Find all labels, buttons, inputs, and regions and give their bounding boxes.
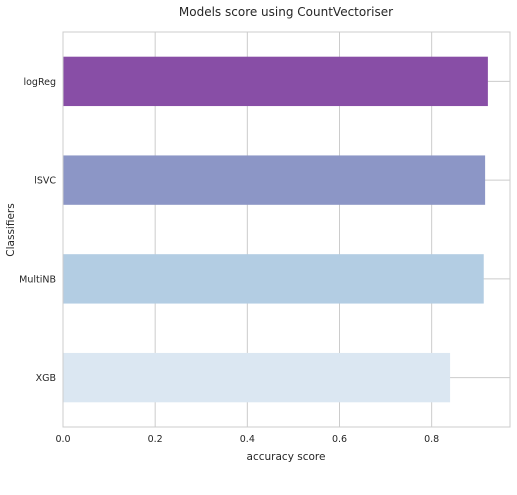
x-tick-label: 0.2	[148, 434, 163, 445]
bar-xgb	[63, 352, 451, 403]
x-tick-label: 0.6	[332, 434, 347, 445]
bars	[63, 56, 488, 403]
y-tick-label: logReg	[23, 77, 56, 88]
bar-logreg	[63, 56, 488, 107]
x-tick-label: 0.8	[424, 434, 439, 445]
y-tick-label: XGB	[36, 373, 56, 384]
x-tick-label: 0.4	[240, 434, 255, 445]
plot-frame	[62, 31, 511, 428]
y-ticks: logReg lSVC MultiNB XGB	[19, 77, 56, 384]
chart-title: Models score using CountVectoriser	[179, 5, 393, 19]
x-tick-label: 0.0	[55, 434, 70, 445]
y-tick-label: lSVC	[34, 176, 56, 187]
x-ticks: 0.0 0.2 0.4 0.6 0.8	[55, 434, 439, 445]
bar-lsvc	[63, 155, 486, 205]
y-tick-label: MultiNB	[19, 274, 56, 285]
y-axis-label: Classifiers	[5, 203, 17, 256]
x-axis-label: accuracy score	[247, 451, 326, 463]
bar-multinb	[63, 254, 484, 304]
